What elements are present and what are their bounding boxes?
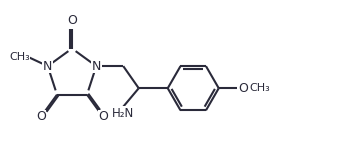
Text: O: O bbox=[36, 110, 46, 123]
Text: H₂N: H₂N bbox=[112, 107, 135, 120]
Text: O: O bbox=[67, 14, 77, 28]
Text: O: O bbox=[238, 82, 248, 95]
Text: CH₃: CH₃ bbox=[249, 83, 270, 93]
Text: N: N bbox=[43, 60, 52, 73]
Text: N: N bbox=[91, 60, 101, 73]
Text: O: O bbox=[98, 110, 108, 123]
Text: CH₃: CH₃ bbox=[9, 52, 30, 62]
